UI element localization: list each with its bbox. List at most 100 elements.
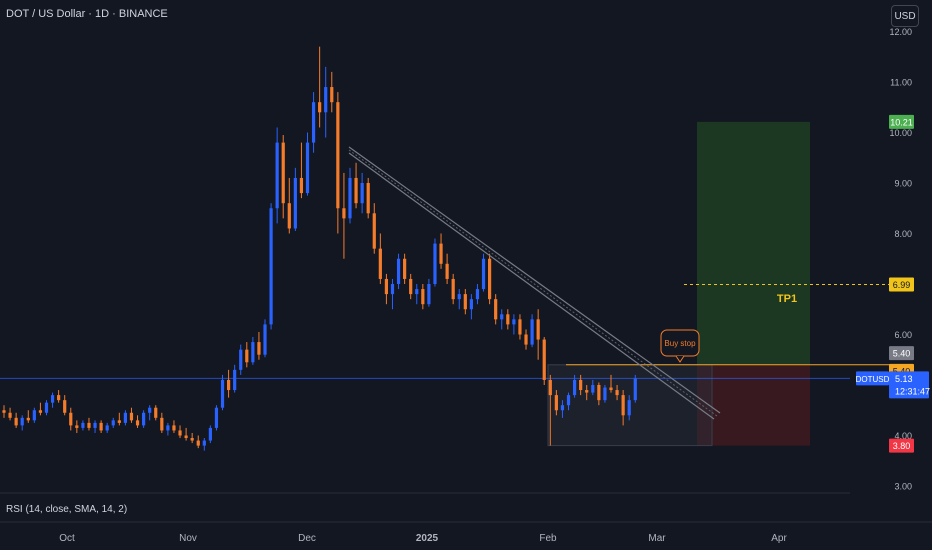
- candle-body: [615, 390, 619, 396]
- candle-body: [591, 385, 595, 393]
- candle-body: [372, 213, 376, 249]
- candle: [299, 142, 304, 199]
- candle-body: [512, 319, 516, 325]
- candle-body: [445, 263, 449, 279]
- candle: [427, 278, 431, 307]
- candle-body: [603, 387, 607, 401]
- candle-body: [421, 289, 425, 305]
- candle-body: [208, 427, 212, 441]
- candle: [251, 337, 255, 365]
- candle: [439, 233, 443, 269]
- candle-body: [226, 379, 231, 391]
- candle: [512, 314, 516, 335]
- candle: [463, 289, 467, 315]
- profit-zone: [697, 121, 810, 365]
- candle: [196, 435, 200, 449]
- candle-body: [184, 435, 188, 439]
- candle: [348, 167, 352, 224]
- range-high-badge-bg: [889, 346, 914, 361]
- candle-body: [536, 319, 540, 340]
- candle: [148, 405, 152, 421]
- candle-body: [469, 299, 473, 310]
- candle: [275, 127, 279, 224]
- candle: [111, 417, 115, 428]
- candle-body: [87, 422, 91, 428]
- y-tick-label: 10.00: [889, 128, 912, 138]
- candle: [396, 253, 401, 290]
- candle: [93, 420, 97, 433]
- candle-body: [311, 102, 316, 143]
- candle: [172, 420, 176, 433]
- candle: [257, 331, 261, 360]
- candle: [403, 253, 407, 284]
- candle: [293, 167, 297, 231]
- candle-body: [342, 208, 346, 219]
- candle-body: [299, 177, 304, 194]
- candle: [99, 420, 103, 433]
- candle: [263, 319, 267, 358]
- candle: [603, 385, 607, 403]
- candle: [178, 425, 182, 439]
- candle-body: [579, 379, 583, 391]
- symbol-title: DOT / US Dollar · 1D · BINANCE: [6, 8, 168, 20]
- trendline-upper: [348, 146, 721, 414]
- candle-body: [293, 177, 297, 229]
- candle-body: [451, 278, 455, 300]
- candle: [287, 177, 291, 234]
- candle: [409, 273, 413, 300]
- candle-body: [117, 420, 121, 423]
- stop-price-badge-bg: [889, 438, 914, 453]
- candle-body: [220, 379, 225, 408]
- symbol-tag-text: DOTUSD: [856, 375, 890, 384]
- range-high-badge-text: 5.40: [893, 349, 911, 359]
- candle: [44, 400, 49, 416]
- candle: [342, 172, 346, 259]
- candle-body: [524, 334, 528, 345]
- candle: [560, 400, 565, 418]
- candle-body: [506, 314, 510, 325]
- symbol-tag-bg: [856, 371, 889, 386]
- candle-body: [324, 87, 328, 113]
- trendline-lower: [348, 152, 715, 420]
- candle: [239, 344, 243, 375]
- candle-body: [81, 422, 85, 428]
- candle-body: [518, 319, 522, 335]
- candle: [457, 289, 461, 310]
- candle-body: [287, 203, 291, 229]
- candle: [530, 314, 534, 348]
- candle: [591, 379, 595, 396]
- candle-body: [111, 420, 115, 426]
- candle: [190, 432, 194, 444]
- candle: [305, 132, 310, 196]
- candle: [372, 203, 376, 254]
- candle: [548, 374, 552, 446]
- buy-stop-pointer: [675, 355, 685, 363]
- candle-body: [214, 407, 219, 428]
- candle-body: [348, 177, 352, 219]
- x-tick-label: Dec: [298, 533, 316, 544]
- candle-body: [390, 284, 395, 295]
- candle: [324, 66, 328, 138]
- candle-body: [32, 410, 36, 421]
- range-high-badge: 5.40: [889, 346, 914, 361]
- candle: [166, 422, 170, 436]
- y-tick-label: 9.00: [894, 179, 912, 189]
- candle-body: [148, 407, 152, 413]
- currency-button[interactable]: USD: [891, 5, 919, 27]
- entry-price-badge-text: 5.40: [893, 366, 911, 376]
- candle-body: [135, 420, 140, 426]
- candle: [318, 46, 322, 128]
- x-tick-label: Nov: [179, 533, 197, 544]
- candle-body: [409, 278, 413, 295]
- candle: [518, 314, 522, 340]
- candle: [2, 405, 6, 418]
- candle-body: [330, 87, 334, 103]
- x-tick-label: Oct: [59, 533, 75, 544]
- candle-body: [44, 402, 49, 413]
- candle: [633, 374, 637, 403]
- candle: [384, 273, 389, 305]
- rsi-indicator-label[interactable]: RSI (14, close, SMA, 14, 2): [6, 504, 128, 515]
- candle-body: [69, 412, 73, 426]
- candle-body: [14, 417, 18, 426]
